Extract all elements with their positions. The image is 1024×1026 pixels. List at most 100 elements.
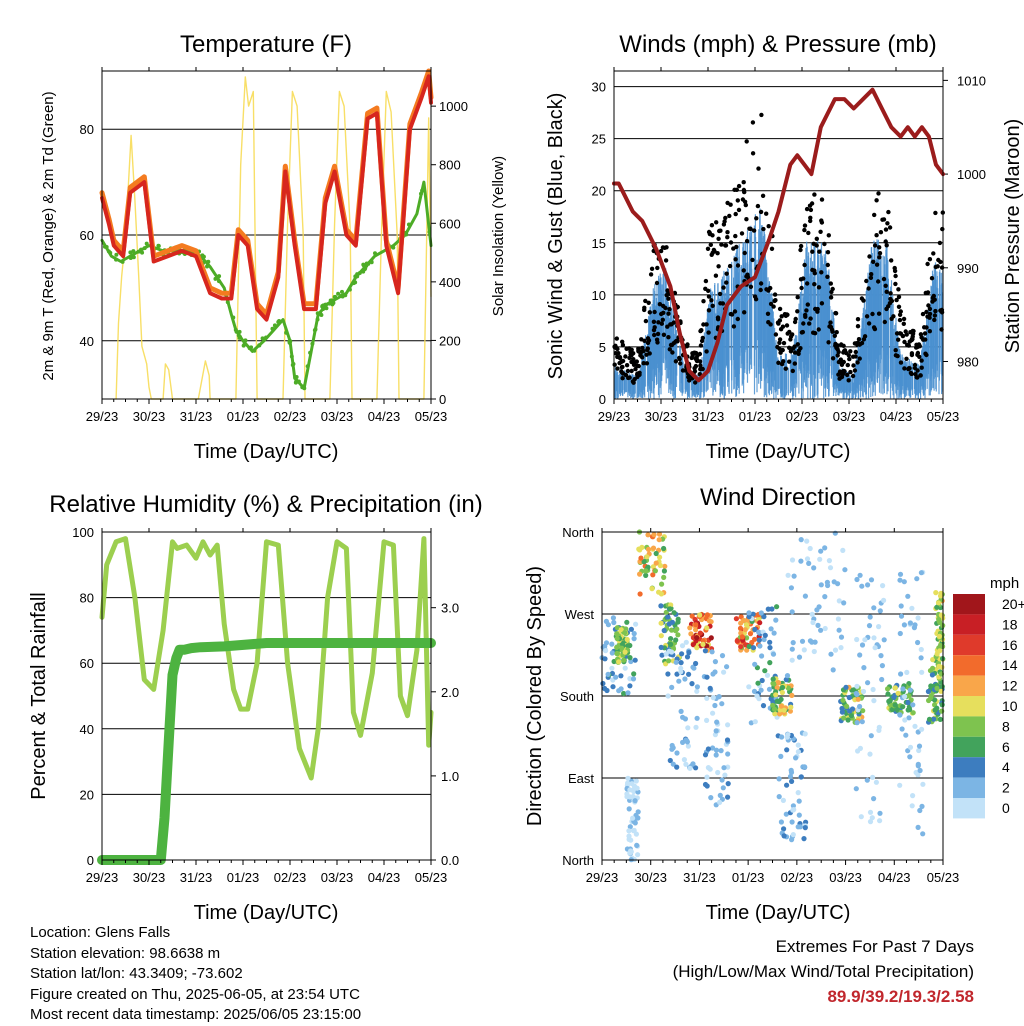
direction-point [857, 572, 863, 578]
direction-point [627, 824, 633, 830]
gust-point [704, 322, 709, 327]
gust-point [636, 346, 641, 351]
gust-point [731, 324, 737, 329]
winds-xlabel: Time (Day/UTC) [706, 441, 851, 463]
direction-point [776, 680, 782, 686]
direction-point [915, 824, 921, 831]
gust-point [640, 345, 645, 351]
gust-point [673, 359, 679, 364]
legend-swatch [953, 655, 985, 676]
direction-point [626, 828, 632, 834]
direction-point [754, 693, 760, 699]
direction-point [671, 610, 677, 616]
direction-point [801, 647, 807, 653]
direction-point [762, 668, 768, 674]
direction-point [761, 614, 767, 620]
gust-point [700, 335, 705, 341]
direction-point [791, 573, 797, 579]
winds-ytick-label: 30 [592, 80, 606, 95]
gust-point [620, 364, 625, 370]
direction-point [697, 630, 703, 636]
winds-ytick-label: 20 [592, 184, 606, 199]
direction-point [669, 627, 675, 633]
gust-point [833, 310, 838, 316]
direction-point [885, 691, 891, 697]
gust-point [659, 311, 664, 317]
gust-point [765, 311, 771, 316]
direction-point [796, 654, 803, 660]
direction-point [752, 626, 758, 633]
legend-label: 10 [1002, 698, 1018, 714]
gust-point [898, 309, 903, 314]
extremes-title: Extremes For Past 7 Days [775, 937, 974, 956]
gust-point [812, 331, 818, 336]
direction-point [691, 665, 697, 671]
direction-point [796, 812, 802, 818]
direction-point [758, 687, 764, 693]
rh-ytick-label: 0 [87, 853, 94, 868]
direction-point [877, 810, 883, 816]
direction-point [661, 568, 668, 574]
direction-point [712, 659, 719, 665]
gust-point [867, 254, 872, 259]
gust-point [904, 356, 909, 361]
dewpoint-point [315, 317, 320, 322]
direction-point [787, 773, 794, 780]
direction-point [795, 742, 801, 748]
direction-point [939, 684, 945, 690]
gust-point [777, 337, 783, 342]
rh-ytick-label: 80 [80, 591, 94, 606]
direction-point [665, 614, 671, 620]
gust-point [666, 335, 671, 340]
winds-y2tick-label: 990 [957, 261, 979, 276]
direction-point [859, 642, 866, 648]
direction-point [603, 648, 609, 654]
gust-point [806, 230, 811, 236]
direction-title: Wind Direction [700, 484, 856, 511]
gust-point [729, 312, 735, 317]
direction-point [705, 765, 712, 771]
temp-xtick-label: 02/23 [274, 409, 307, 424]
dewpoint-point [270, 326, 275, 331]
direction-point [650, 564, 657, 570]
direction-point [627, 683, 633, 689]
direction-point [609, 650, 615, 656]
direction-point [899, 726, 905, 732]
direction-point [861, 665, 867, 671]
direction-point [756, 629, 762, 635]
gust-point [787, 359, 792, 364]
direction-point [815, 622, 821, 629]
direction-point [747, 631, 754, 637]
direction-point [797, 824, 804, 830]
direction-point [678, 669, 684, 675]
direction-point [920, 831, 926, 837]
gust-point [885, 221, 890, 226]
gust-point [706, 308, 712, 313]
gust-point [745, 274, 750, 279]
gust-point [882, 319, 887, 325]
gust-point [715, 315, 721, 320]
direction-point [668, 636, 674, 642]
dewpoint-point [231, 315, 236, 320]
direction-point [627, 850, 633, 856]
rh-xtick-label: 01/23 [227, 870, 260, 885]
direction-point [784, 734, 790, 740]
direction-point [674, 750, 680, 756]
gust-point [922, 331, 928, 336]
gust-point [665, 324, 670, 329]
gust-point [742, 189, 747, 195]
direction-xtick-label: 30/23 [634, 870, 667, 885]
direction-point [804, 538, 810, 544]
dewpoint-point [272, 323, 277, 328]
gust-point [872, 212, 877, 218]
gust-point [925, 290, 931, 295]
gust-point [666, 296, 671, 301]
legend-swatch [953, 634, 985, 656]
gust-point [703, 278, 709, 284]
direction-point [918, 570, 925, 576]
gust-point [896, 287, 901, 292]
gust-point [758, 287, 763, 293]
winds-xtick-label: 29/23 [598, 409, 631, 424]
gust-point [888, 291, 893, 296]
direction-point [936, 663, 942, 670]
